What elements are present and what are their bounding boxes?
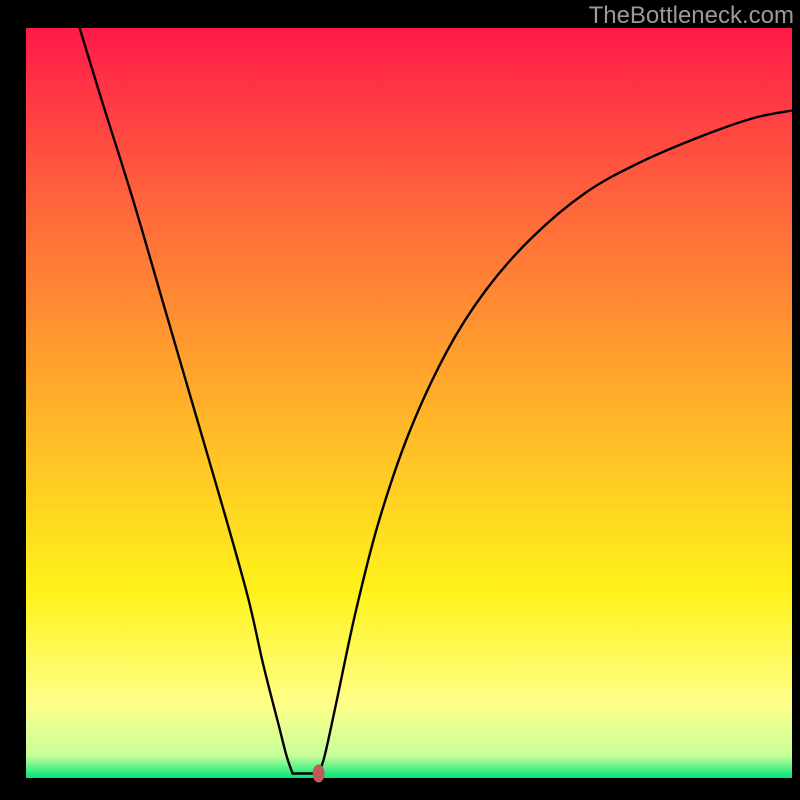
bottleneck-marker bbox=[313, 765, 325, 783]
curve-layer bbox=[0, 0, 800, 800]
watermark-text: TheBottleneck.com bbox=[589, 2, 794, 30]
curve-right-branch bbox=[319, 111, 792, 774]
chart-frame: TheBottleneck.com bbox=[0, 0, 800, 800]
curve-left-branch bbox=[80, 28, 293, 774]
